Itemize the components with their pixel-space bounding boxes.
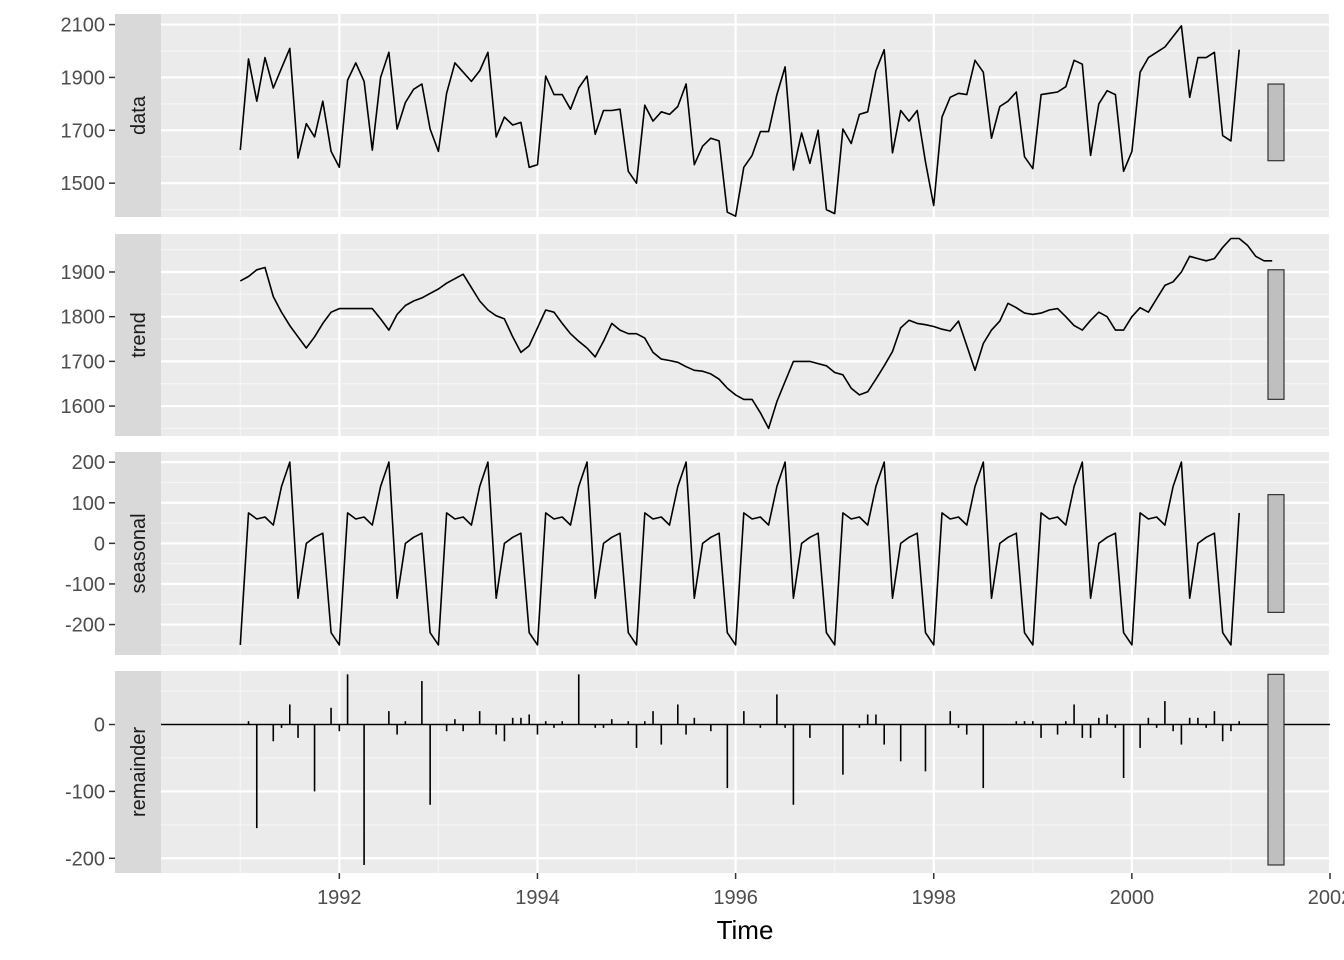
series-line-seasonal — [239, 461, 1240, 646]
y-tick-label: 1900 — [61, 67, 106, 89]
y-tick-label: 1500 — [61, 173, 106, 195]
y-tick-label: 1700 — [61, 120, 106, 142]
scale-bar — [1267, 83, 1285, 162]
y-tick-label: 0 — [94, 533, 105, 555]
scale-bar — [1267, 494, 1285, 613]
x-tick-label: 1992 — [317, 887, 362, 909]
panel-strip — [115, 671, 161, 873]
x-tick-label: 1996 — [713, 887, 758, 909]
y-tick-label: 100 — [72, 493, 105, 515]
panel-data: data 1500 1700 1900 2100 — [61, 14, 1332, 217]
x-axis: 1992 1994 1996 1998 2000 2002 — [317, 873, 1344, 909]
y-tick-label: -100 — [65, 781, 105, 803]
y-tick-label: 2100 — [61, 15, 106, 37]
y-tick-label: 0 — [94, 715, 105, 737]
y-tick-label: 1900 — [61, 262, 106, 284]
panel-trend: trend 1600 1700 1800 1900 — [61, 234, 1332, 436]
panel-background — [161, 14, 1330, 217]
series-line-data — [239, 25, 1240, 217]
strip-label-seasonal: seasonal — [128, 513, 150, 593]
y-tick-label: 1800 — [61, 307, 106, 329]
panel-strip — [115, 452, 161, 655]
x-tick-label: 1994 — [515, 887, 560, 909]
scale-bar — [1267, 673, 1285, 866]
panel-strip — [115, 234, 161, 436]
panel-background — [161, 452, 1330, 655]
panel-background — [161, 234, 1330, 436]
panels: data 1500 1700 1900 2100 trend 1600 1700 1800 190… — [61, 14, 1332, 873]
x-tick-label: 2002 — [1308, 887, 1344, 909]
series-line-trend — [239, 237, 1273, 430]
y-tick-label: -100 — [65, 574, 105, 596]
y-tick-label: -200 — [65, 615, 105, 637]
scale-bar — [1267, 269, 1285, 400]
panel-remainder: remainder -200 -100 0 — [65, 671, 1332, 873]
strip-label-remainder: remainder — [128, 727, 150, 817]
strip-label-data: data — [128, 95, 150, 135]
panel-seasonal: seasonal -200 -100 0 100 200 — [65, 452, 1332, 655]
y-tick-label: -200 — [65, 848, 105, 870]
y-tick-label: 1700 — [61, 351, 106, 373]
y-tick-label: 200 — [72, 452, 105, 474]
panel-background — [161, 671, 1330, 873]
y-tick-label: 1600 — [61, 396, 106, 418]
panel-strip — [115, 14, 161, 217]
x-tick-label: 1998 — [911, 887, 956, 909]
strip-label-trend: trend — [128, 312, 150, 358]
x-tick-label: 2000 — [1110, 887, 1155, 909]
x-axis-title: Time — [717, 915, 774, 945]
